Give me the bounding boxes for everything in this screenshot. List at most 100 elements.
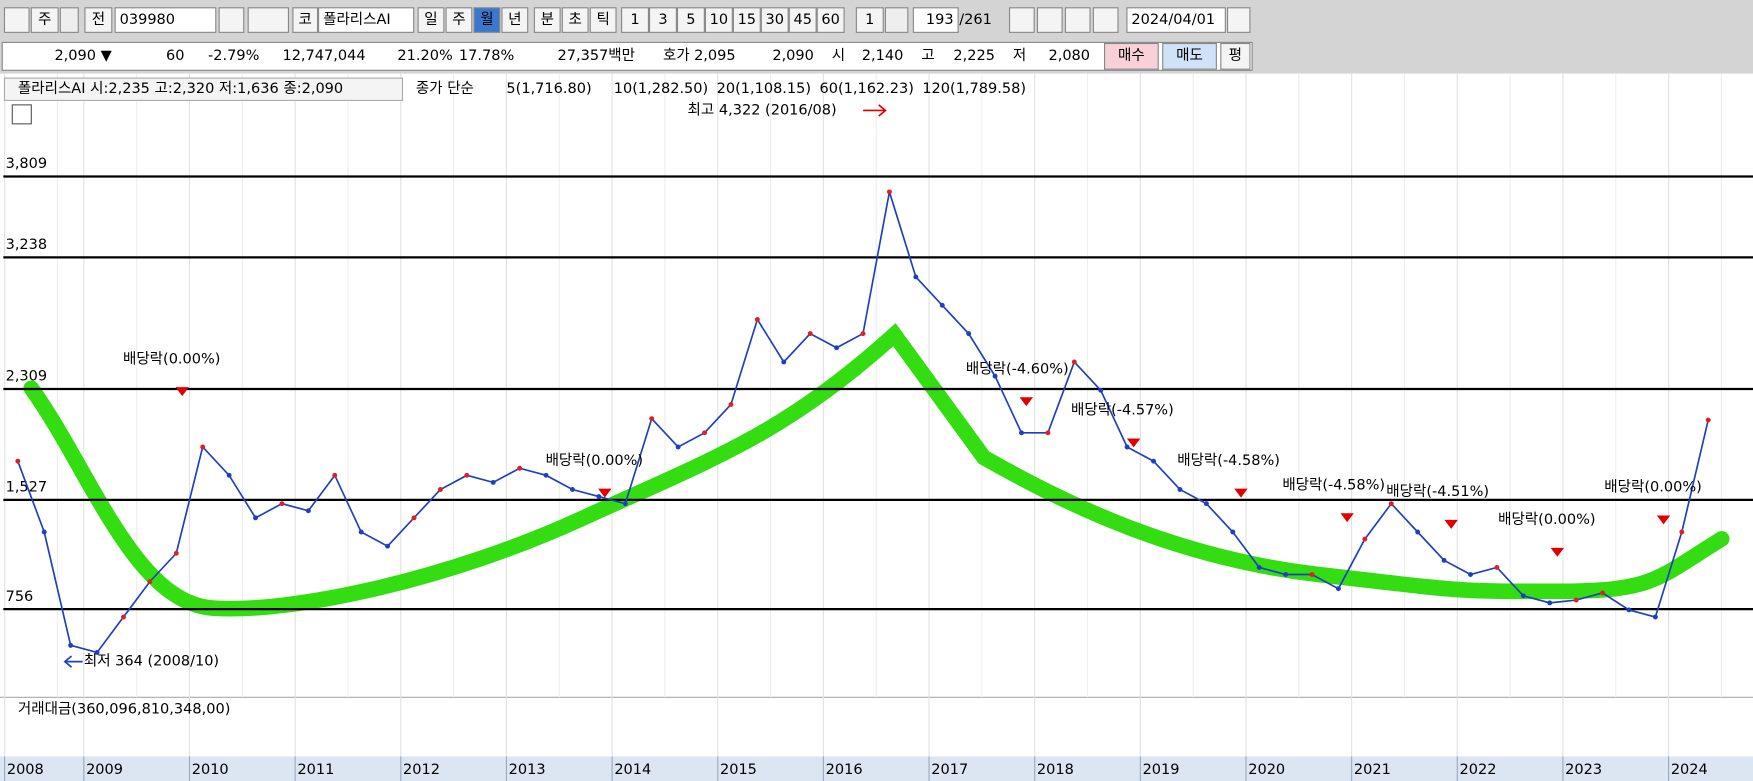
level-label: 2,309 [6, 369, 48, 385]
period-button[interactable]: 월 [480, 11, 493, 28]
quote-bid-label: 호가 [663, 47, 690, 64]
period-button-box[interactable] [473, 7, 501, 33]
interval-button-box[interactable] [788, 7, 817, 33]
dropdown[interactable] [59, 7, 79, 33]
interval-button[interactable]: 30 [766, 12, 784, 28]
price-point [1441, 557, 1447, 563]
buy-button-box[interactable] [1104, 42, 1159, 70]
exchange-button-box[interactable] [292, 7, 319, 33]
sell-button[interactable]: 매도 [1176, 47, 1203, 64]
market-button[interactable]: 주 [38, 12, 51, 28]
price-point [332, 472, 338, 478]
price-point [1547, 600, 1553, 606]
market-button-box[interactable] [30, 7, 59, 33]
price-point [992, 373, 998, 379]
dividend-note: 배당락(-4.60%) [966, 360, 1069, 377]
period-button[interactable]: 틱 [596, 11, 609, 28]
price-point [15, 458, 21, 464]
interval-button-box[interactable] [648, 7, 677, 33]
period-button-box[interactable] [533, 7, 561, 33]
price-point [834, 345, 840, 351]
interval-button[interactable]: 60 [821, 12, 839, 28]
prev-button-box[interactable] [84, 7, 113, 33]
calendar[interactable] [1226, 7, 1251, 33]
period-button[interactable]: 일 [424, 11, 437, 28]
layout-icon[interactable] [3, 7, 30, 33]
period-button[interactable]: 분 [541, 12, 554, 28]
position: 193 [926, 12, 954, 28]
exchange-button[interactable]: 코 [299, 12, 312, 28]
price-point [173, 550, 179, 556]
price-point [1177, 487, 1183, 492]
stock-name[interactable]: 폴라리스AI [323, 11, 391, 28]
interval-button-box[interactable] [621, 7, 649, 33]
tool-icon[interactable] [1064, 7, 1091, 33]
prev-button[interactable]: 전 [92, 11, 105, 28]
price-point [411, 515, 417, 521]
period-button-box[interactable] [561, 7, 589, 33]
period-button[interactable]: 년 [508, 11, 521, 28]
sell-button-box[interactable] [1162, 42, 1217, 70]
period-button-box[interactable] [445, 7, 473, 33]
interval-button[interactable]: 45 [793, 12, 811, 28]
interval-button[interactable]: 10 [710, 12, 728, 28]
period-button[interactable]: 초 [569, 12, 582, 28]
price-point [1151, 458, 1157, 464]
dividend-marker [598, 488, 612, 498]
dividend-marker [1444, 519, 1458, 529]
tool-icon[interactable] [1008, 7, 1035, 33]
period-button-box[interactable] [417, 7, 445, 33]
x-tick-label: 2012 [403, 762, 440, 778]
avg-button-box[interactable] [1220, 42, 1251, 70]
tool-icon[interactable] [1092, 7, 1119, 33]
table-icon[interactable] [11, 104, 32, 125]
price-point [1388, 501, 1394, 507]
dividend-marker [1126, 438, 1141, 448]
period-button-box[interactable] [589, 7, 617, 33]
position-box[interactable] [912, 7, 959, 33]
sound[interactable] [247, 7, 289, 33]
period-button-box[interactable] [501, 7, 529, 33]
quote-high: 2,225 [953, 48, 995, 64]
code-input[interactable] [114, 7, 217, 33]
quote-change-pct: -2.79% [208, 48, 259, 64]
quote-amount: 27,357백만 [558, 47, 636, 64]
price-point [358, 529, 364, 535]
interval-button-box[interactable] [760, 7, 789, 33]
price-point [226, 472, 232, 478]
price-point [966, 331, 972, 337]
dropdown[interactable] [884, 7, 909, 33]
search[interactable] [218, 7, 245, 33]
interval-button-box[interactable] [676, 7, 705, 33]
dividend-marker [1656, 515, 1671, 525]
avg-button[interactable]: 평 [1229, 47, 1242, 64]
interval-button-box[interactable] [732, 7, 761, 33]
buy-button[interactable]: 매수 [1118, 47, 1145, 64]
x-tick-label: 2009 [86, 762, 123, 778]
count-button[interactable]: 1 [865, 12, 874, 28]
x-tick-label: 2020 [1248, 762, 1285, 778]
count-button-box[interactable] [855, 7, 884, 33]
interval-button-box[interactable] [816, 7, 845, 33]
period-button[interactable]: 주 [452, 12, 465, 28]
interval-button[interactable]: 5 [686, 12, 695, 28]
date-box[interactable] [1126, 7, 1226, 33]
interval-button[interactable]: 3 [658, 12, 667, 28]
x-tick-label: 2016 [826, 762, 863, 778]
high-arrow [863, 104, 887, 117]
x-tick-label: 2021 [1354, 762, 1391, 778]
date[interactable]: 2024/04/01 [1131, 12, 1215, 28]
price-point [1415, 529, 1421, 535]
interval-button[interactable]: 15 [738, 12, 756, 28]
tool-icon[interactable] [1036, 7, 1063, 33]
name-box[interactable] [318, 7, 415, 33]
price-point [1679, 529, 1685, 535]
x-tick-label: 2010 [192, 762, 229, 778]
interval-button[interactable]: 1 [630, 12, 639, 28]
code[interactable]: 039980 [120, 12, 175, 28]
price-point [41, 529, 47, 535]
quote-volume: 12,747,044 [282, 48, 365, 64]
interval-button-box[interactable] [704, 7, 733, 33]
quote-ratio1: 21.20% [397, 48, 452, 64]
